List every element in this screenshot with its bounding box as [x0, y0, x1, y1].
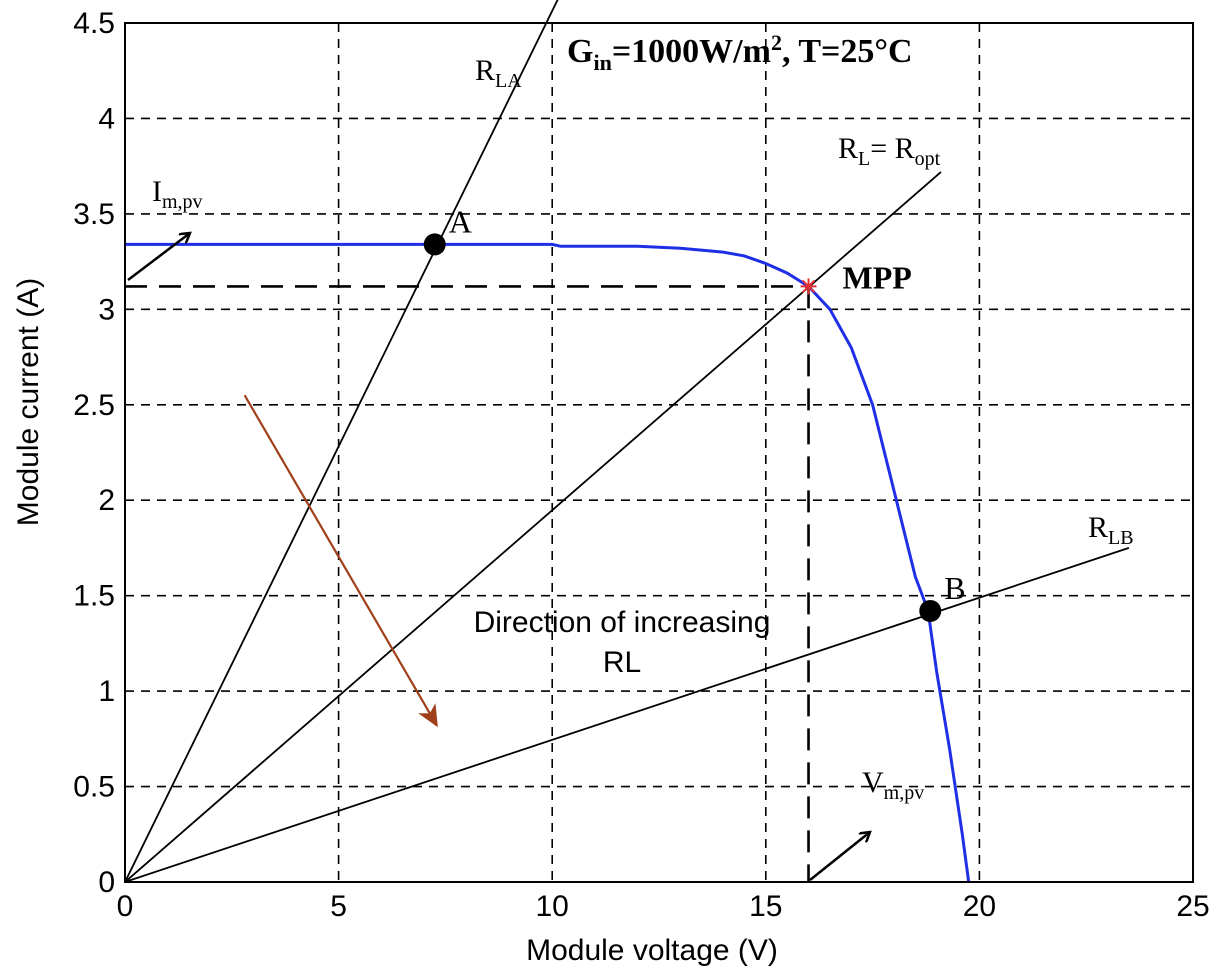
rlb-sub: LB — [1108, 527, 1134, 549]
load-label-rla: RLA — [475, 54, 522, 92]
x-tick-label: 25 — [1176, 890, 1209, 923]
header-sub: in — [593, 50, 611, 75]
direction-text-line1: Direction of increasing — [474, 606, 771, 639]
rla-main: R — [475, 54, 495, 87]
y-tick-label: 2 — [98, 484, 115, 517]
y-tick-label: 2.5 — [73, 389, 115, 422]
mpp-marker-d2 — [801, 279, 816, 294]
plot-frame — [124, 22, 1194, 883]
mpp-label: MPP — [843, 259, 912, 295]
y-tick-label: 4.5 — [73, 7, 115, 40]
header-sup: 2 — [771, 30, 782, 55]
plot-marks: A B MPP — [423, 203, 966, 622]
ropt-sub2: opt — [915, 148, 941, 170]
direction-arrow — [243, 394, 438, 728]
ropt-main: R — [838, 132, 858, 165]
irradiance-temperature-annotation: Gin=1000W/m2, T=25°C — [567, 30, 913, 75]
rlb-main: R — [1088, 511, 1108, 544]
x-tick-label: 15 — [749, 890, 782, 923]
operating-point-a — [423, 233, 446, 256]
current-annotation: Im,pv — [152, 175, 203, 213]
im-sub: m,pv — [162, 191, 203, 213]
load-label-ropt: RL= Ropt — [838, 132, 941, 170]
y-tick-label: 3 — [98, 293, 115, 326]
header-tail: , T=25°C — [782, 33, 913, 70]
x-tick-label: 10 — [536, 890, 569, 923]
voltage-annotation: Vm,pv — [862, 766, 924, 804]
y-tick-label: 4 — [98, 102, 115, 135]
operating-point-label-a: A — [449, 203, 472, 239]
header-g: G — [567, 33, 593, 70]
vm-sub: m,pv — [884, 782, 925, 804]
plot-lines — [124, 0, 1130, 883]
x-tick-label: 20 — [963, 890, 996, 923]
operating-point-label-b: B — [944, 570, 965, 606]
y-tick-label: 1.5 — [73, 580, 115, 613]
tick-labels: 0 5 10 15 20 25 0 0.5 1 1.5 2 2.5 3 3.5 4 4.5 — [73, 7, 1209, 923]
voltage-arrow — [809, 832, 870, 881]
y-tick-label: 0.5 — [73, 771, 115, 804]
direction-text-line2: RL — [603, 646, 641, 679]
vm-main: V — [862, 766, 884, 799]
operating-point-b — [919, 599, 942, 622]
ropt-mid: = R — [870, 132, 914, 165]
load-line-3 — [124, 547, 1130, 883]
current-arrow — [127, 233, 190, 281]
y-axis-label: Module current (A) — [12, 278, 45, 526]
ropt-sub1: L — [858, 148, 870, 170]
y-tick-label: 1 — [98, 675, 115, 708]
x-tick-label: 0 — [117, 890, 134, 923]
load-line-2 — [124, 171, 942, 883]
im-main: I — [152, 175, 162, 208]
y-tick-label: 0 — [98, 866, 115, 899]
x-axis-label: Module voltage (V) — [526, 934, 778, 967]
header-mid: =1000W/m — [612, 33, 771, 70]
load-label-rlb: RLB — [1088, 511, 1134, 549]
load-line-1 — [124, 0, 559, 883]
y-tick-label: 3.5 — [73, 198, 115, 231]
rla-sub: LA — [495, 70, 522, 92]
grid — [125, 23, 1193, 882]
x-tick-label: 5 — [330, 890, 347, 923]
